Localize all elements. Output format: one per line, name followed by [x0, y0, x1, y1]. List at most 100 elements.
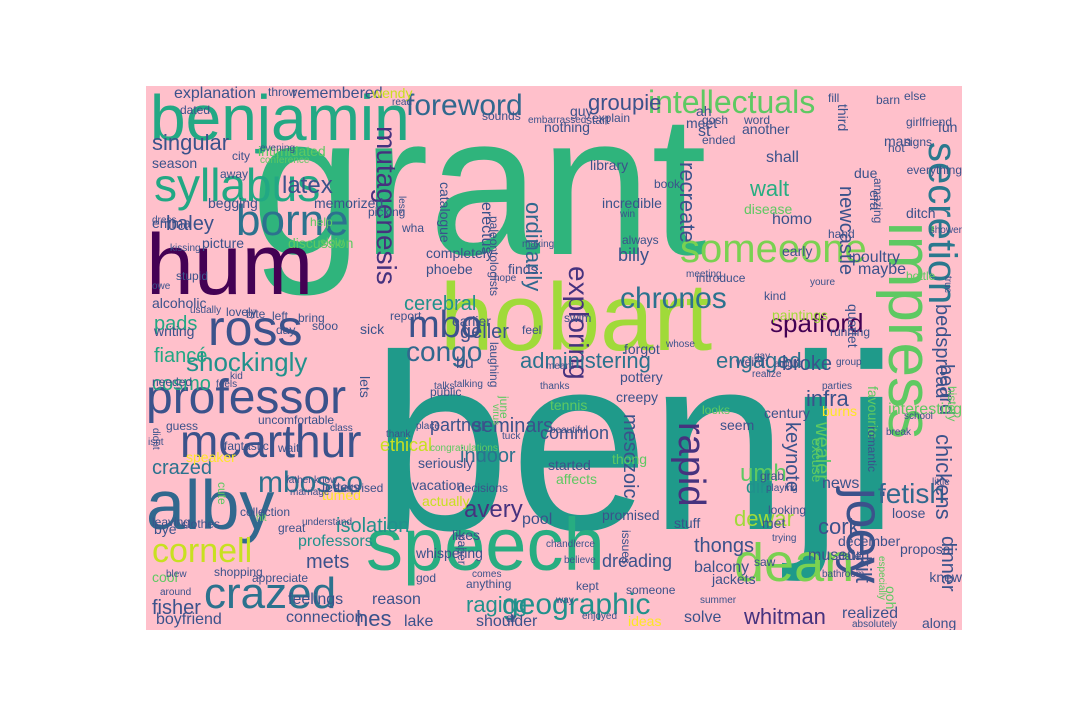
word-cloud-word: december — [838, 533, 901, 549]
word-cloud-word: ideas — [628, 613, 662, 629]
word-cloud-word: completely — [426, 245, 493, 261]
word-cloud-word: baley — [166, 213, 214, 235]
word-cloud-word: another — [742, 121, 790, 137]
word-cloud-word: appreciate — [252, 571, 309, 585]
word-cloud-word: pool — [522, 511, 553, 528]
word-cloud-word: summer — [700, 595, 737, 606]
word-cloud-word: realize — [752, 369, 782, 380]
word-cloud-word: paleontologists — [487, 216, 501, 297]
word-cloud-word: meant — [546, 361, 574, 372]
word-cloud-word: connection — [286, 609, 364, 626]
word-cloud-word: professor — [146, 371, 347, 424]
word-cloud-word: else — [904, 89, 927, 103]
word-cloud-word: latex — [282, 172, 333, 199]
word-cloud-word: ended — [702, 133, 736, 147]
word-cloud-word: girlfriend — [906, 115, 953, 129]
word-cloud-word: running — [830, 325, 871, 339]
word-cloud-word: whitman — [744, 604, 826, 629]
word-cloud-word: less — [396, 196, 407, 214]
word-cloud-word: shockingly — [186, 347, 308, 377]
word-cloud-word: engaged — [716, 348, 802, 373]
word-cloud-word: barn — [876, 93, 901, 107]
word-cloud-word: boyfriend — [156, 611, 222, 628]
word-cloud-word: geographic — [502, 588, 651, 621]
word-cloud-word: signs — [904, 135, 933, 149]
word-cloud-word: bathroom — [822, 569, 865, 580]
word-cloud-word: explanation — [174, 86, 256, 102]
word-cloud-word: fill — [828, 91, 840, 105]
word-cloud-word: homo — [772, 211, 813, 228]
word-cloud-word: paintings — [772, 307, 829, 323]
word-cloud-word: guess — [166, 419, 199, 433]
word-cloud-word: dewar — [734, 506, 794, 531]
word-cloud-word: marriage — [290, 487, 330, 498]
word-cloud-word: making — [522, 239, 555, 250]
word-cloud-word: news — [822, 475, 860, 492]
word-cloud-word: break — [886, 427, 912, 438]
word-cloud-word: someone — [626, 583, 676, 597]
word-cloud-word: balcony — [694, 559, 750, 576]
word-cloud-word: solve — [684, 609, 722, 626]
word-cloud-word: read — [392, 97, 413, 108]
word-cloud-word: hand — [828, 227, 855, 241]
word-cloud-word: discussion — [288, 235, 354, 251]
word-cloud-word: cerebral — [404, 293, 477, 315]
word-cloud-word: maybe — [858, 261, 907, 278]
word-cloud-word: looks — [702, 403, 731, 417]
word-cloud-word: playing — [766, 483, 798, 494]
word-cloud-word: emma — [152, 215, 191, 231]
word-cloud-word: hobart — [440, 264, 713, 371]
word-cloud-word: public — [430, 385, 462, 399]
word-cloud-word: foreword — [406, 89, 523, 122]
word-cloud-word: gay — [754, 351, 771, 362]
word-cloud-word: spafford — [770, 308, 864, 338]
word-cloud-word: bedspread — [931, 304, 953, 399]
word-cloud-word: dress — [152, 215, 177, 226]
word-cloud-word: hope — [494, 273, 517, 284]
word-cloud-word: seriously — [418, 455, 474, 471]
word-cloud-word: bye — [154, 521, 177, 537]
word-cloud-word: alby — [146, 466, 275, 544]
word-cloud-word: introduce — [696, 271, 746, 285]
word-cloud-word: lovely — [226, 305, 257, 319]
word-cloud-word: disease — [744, 201, 793, 217]
word-cloud-word: shopping — [214, 565, 263, 579]
word-cloud-word: writing — [154, 323, 195, 339]
word-cloud-word: realized — [842, 605, 899, 622]
word-cloud-word: wha — [402, 221, 425, 235]
word-cloud-word: picking — [368, 205, 406, 219]
word-cloud-word: administering — [520, 348, 651, 373]
word-cloud-word: day — [276, 323, 296, 337]
word-cloud-word: talking — [454, 379, 483, 390]
word-cloud-word: along — [922, 615, 957, 630]
word-cloud-word: blew — [166, 569, 187, 580]
word-cloud-word: especially — [876, 556, 887, 600]
word-cloud-word: recreate — [675, 162, 700, 243]
word-cloud-word: kind — [764, 289, 787, 303]
word-cloud-word: ditch — [906, 205, 936, 221]
word-cloud-word: library — [590, 157, 629, 173]
word-cloud-word: promised — [602, 507, 660, 523]
word-cloud-word: speech — [366, 503, 605, 586]
word-cloud-word: pottery — [620, 369, 663, 385]
word-cloud-word: mbosco — [258, 466, 364, 499]
word-cloud-word: feels — [216, 379, 238, 390]
word-cloud-word: surprised — [334, 481, 384, 495]
word-cloud-word: partner — [430, 415, 488, 435]
word-cloud-word: fiancé — [154, 345, 208, 367]
word-cloud-word: trying — [772, 533, 797, 544]
word-cloud-word: begging — [208, 195, 258, 211]
word-cloud-word: borne — [236, 196, 349, 245]
word-cloud-word: third — [835, 104, 851, 132]
word-cloud-word: everything — [906, 163, 962, 177]
word-cloud-word: win — [620, 209, 636, 220]
word-cloud-word: shower — [929, 225, 962, 236]
word-cloud-word: evening — [260, 143, 296, 154]
word-cloud-word: cosmo — [152, 373, 211, 395]
word-cloud-word: meeting — [686, 269, 722, 280]
word-cloud-word: phoebe — [426, 261, 473, 277]
word-cloud-word: god — [416, 571, 437, 585]
word-cloud-word: city — [232, 149, 250, 163]
word-cloud-word: thong — [612, 451, 648, 467]
word-cloud-word: virus — [490, 404, 501, 426]
